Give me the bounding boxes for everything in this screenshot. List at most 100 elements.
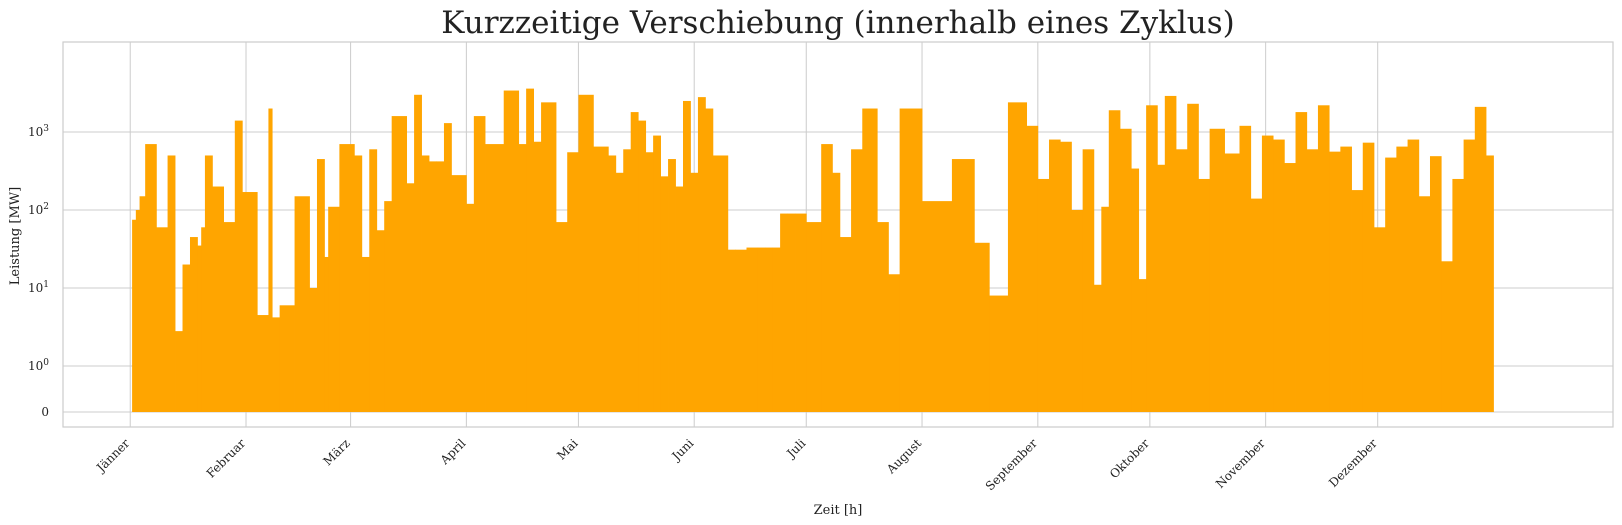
data-step-bar: [787, 213, 796, 412]
data-step-bar: [1306, 149, 1319, 412]
data-step-bar: [608, 155, 617, 412]
data-step-bar: [1239, 125, 1252, 413]
data-step-bar: [839, 237, 852, 412]
data-step-bar: [623, 149, 632, 412]
data-step-bar: [1441, 261, 1453, 412]
data-step-bar: [1486, 155, 1494, 412]
data-step-bar: [645, 152, 654, 412]
data-step-bar: [683, 100, 691, 412]
data-step-bar: [1418, 196, 1431, 412]
data-step-bar: [451, 175, 467, 412]
data-step-bar: [727, 249, 736, 412]
data-step-bar: [429, 161, 437, 412]
data-step-bar: [1261, 135, 1274, 412]
data-step-bar: [145, 144, 157, 413]
data-step-bar: [156, 227, 168, 412]
data-step-bar: [1157, 164, 1166, 412]
data-step-bar: [668, 159, 676, 412]
plot-frame: [62, 41, 1614, 428]
data-step-bar: [1101, 206, 1110, 412]
data-step-bar: [922, 201, 953, 412]
data-step-bar: [182, 264, 191, 412]
data-step-bar: [466, 203, 475, 412]
y-tick-label: 100: [28, 358, 49, 373]
data-step-bar: [888, 274, 901, 412]
data-step-bar: [675, 186, 684, 412]
data-step-bar: [1049, 139, 1061, 413]
data-step-bar: [899, 108, 923, 413]
data-step-bar: [533, 141, 542, 412]
data-step-bar: [772, 247, 781, 412]
y-tick-label: 102: [28, 202, 49, 217]
data-step-bar: [765, 247, 774, 412]
data-step-bar: [1396, 146, 1408, 412]
data-step-bar: [1463, 139, 1476, 413]
data-step-bar: [1209, 128, 1225, 413]
data-step-bar: [1037, 178, 1050, 412]
data-step-bar: [1373, 227, 1386, 412]
data-step-bar: [1317, 105, 1330, 413]
data-step-bar: [421, 155, 430, 412]
data-step-bar: [951, 159, 975, 412]
data-step-bar: [391, 116, 408, 412]
data-step-bar: [1250, 198, 1263, 412]
data-step-bar: [436, 161, 445, 412]
data-step-bar: [615, 172, 624, 412]
data-step-bar: [690, 172, 699, 412]
data-step-bar: [705, 108, 714, 413]
data-step-bar: [361, 256, 370, 412]
y-tick-labels: 0 100 101 102 103: [28, 124, 49, 419]
data-step-bar: [234, 120, 243, 412]
data-step-bar: [1474, 106, 1487, 413]
chart-title: Kurzzeitige Verschiebung (innerhalb eine…: [441, 5, 1235, 41]
data-step-bar: [1273, 139, 1285, 413]
data-step-bar: [1007, 102, 1028, 413]
data-step-bar: [989, 295, 1009, 412]
data-step-bar: [806, 222, 822, 412]
data-step-bar: [697, 97, 706, 412]
y-tick-label: 0: [41, 405, 49, 419]
data-step-bar: [175, 331, 183, 412]
data-step-bar: [443, 123, 452, 412]
data-step-bar: [212, 186, 225, 412]
data-step-bar: [1385, 157, 1397, 412]
data-step-bar: [1329, 151, 1341, 412]
data-step-bar: [974, 242, 990, 412]
data-step-bar: [1026, 125, 1039, 413]
data-step-bar: [877, 222, 889, 412]
data-step-bar: [309, 288, 318, 412]
data-step-bar: [1187, 103, 1199, 413]
data-step-bar: [1146, 105, 1158, 413]
data-step-bar: [328, 206, 340, 412]
x-axis-label: Zeit [h]: [814, 503, 863, 518]
data-step-bar: [746, 247, 759, 412]
data-step-bar: [1351, 190, 1364, 412]
data-step-bar: [1362, 142, 1375, 412]
data-step-bar: [223, 222, 236, 412]
data-step-bar: [473, 116, 486, 412]
data-step-bar: [1119, 128, 1132, 413]
data-step-bar: [1108, 110, 1121, 413]
data-step-bar: [1452, 178, 1465, 412]
data-step-bar: [1131, 168, 1140, 412]
data-step-bar: [1340, 146, 1352, 412]
data-step-bar: [780, 213, 788, 412]
data-step-bar: [316, 159, 325, 412]
data-step-bar: [541, 102, 557, 413]
y-axis-label: Leistung [MW]: [8, 187, 23, 285]
data-step-bar: [556, 222, 568, 412]
data-step-bar: [132, 219, 137, 412]
data-step-bar: [1407, 139, 1420, 413]
data-step-bar: [593, 146, 609, 412]
data-step-bar: [354, 155, 363, 412]
data-step-bar: [1224, 153, 1240, 413]
data-step-bar: [324, 256, 329, 412]
data-step-bar: [660, 176, 669, 412]
data-step-bar: [268, 108, 273, 413]
data-step-bar: [712, 155, 729, 412]
y-tick-label: 101: [28, 280, 49, 295]
data-step-bar: [1429, 156, 1442, 412]
data-step-bar: [821, 144, 833, 413]
data-step-bar: [1198, 178, 1211, 412]
